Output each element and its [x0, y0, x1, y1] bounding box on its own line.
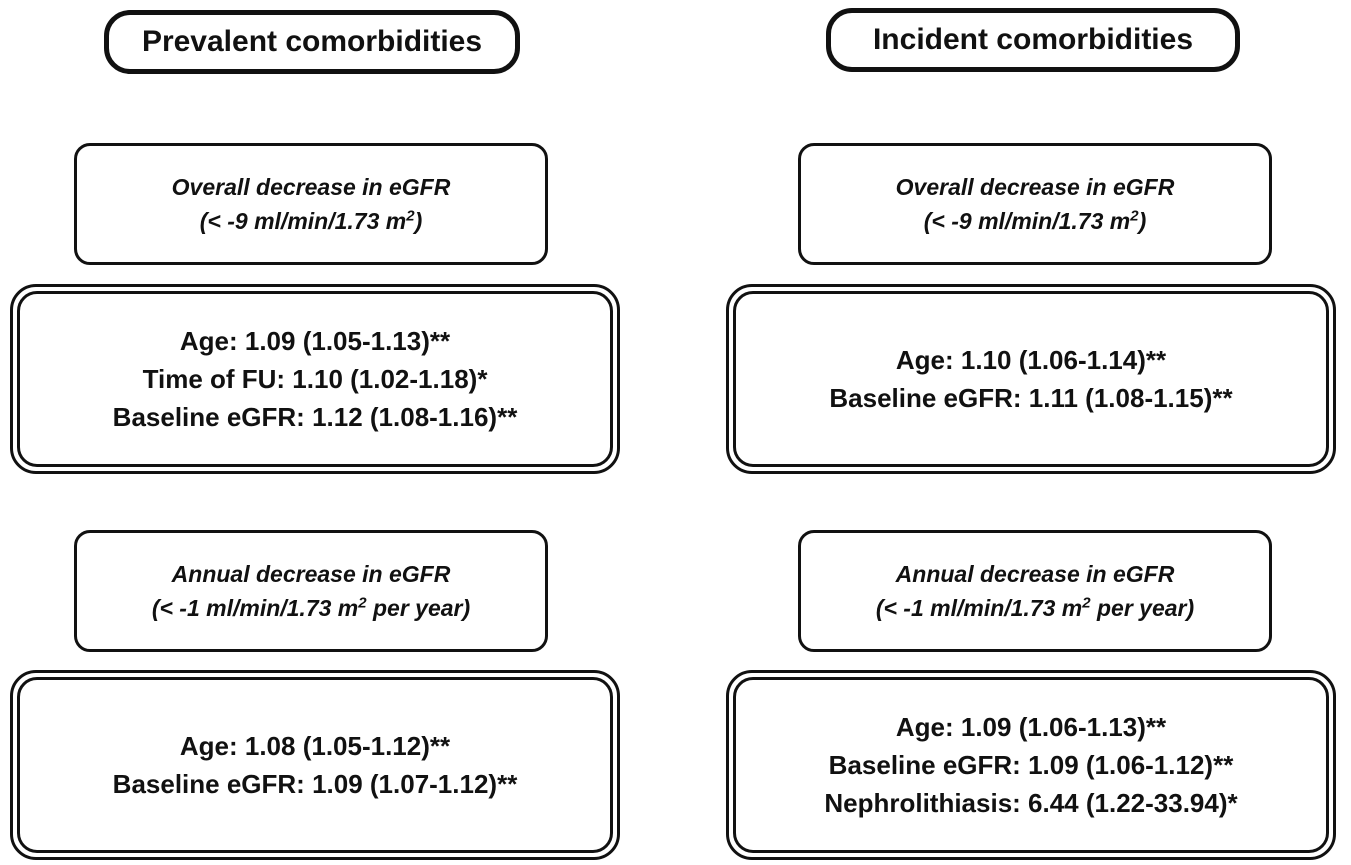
- incident-header-box: Incident comorbidities: [826, 8, 1240, 72]
- threshold-superscript: 2: [406, 207, 415, 225]
- threshold-suffix: per year): [366, 595, 471, 621]
- incident-annual-criterion-box: Annual decrease in eGFR (< -1 ml/min/1.7…: [798, 530, 1272, 652]
- result-line: Baseline eGFR: 1.09 (1.07-1.12)**: [112, 769, 518, 799]
- result-line: Baseline eGFR: 1.12 (1.08-1.16)**: [112, 402, 518, 432]
- incident-annual-criterion-title: Annual decrease in eGFR: [895, 561, 1175, 587]
- threshold-suffix: ): [414, 208, 423, 234]
- incident-overall-results-box: Age: 1.10 (1.06-1.14)** Baseline eGFR: 1…: [726, 284, 1336, 474]
- prevalent-header-box: Prevalent comorbidities: [104, 10, 520, 74]
- result-line: Age: 1.10 (1.06-1.14)**: [895, 345, 1167, 375]
- threshold-suffix: ): [1138, 208, 1147, 234]
- threshold-superscript: 2: [1130, 207, 1139, 225]
- prevalent-annual-criterion-threshold: (< -1 ml/min/1.73 m2 per year): [152, 591, 470, 625]
- incident-overall-criterion-title: Overall decrease in eGFR: [895, 174, 1175, 200]
- prevalent-header-title: Prevalent comorbidities: [141, 25, 483, 58]
- result-line: Age: 1.09 (1.06-1.13)**: [895, 712, 1167, 742]
- result-line: Age: 1.09 (1.05-1.13)**: [179, 326, 451, 356]
- prevalent-overall-criterion-title: Overall decrease in eGFR: [171, 174, 451, 200]
- result-line: Baseline eGFR: 1.09 (1.06-1.12)**: [828, 750, 1234, 780]
- result-line: Nephrolithiasis: 6.44 (1.22-33.94)*: [824, 788, 1238, 818]
- incident-overall-criterion-box: Overall decrease in eGFR (< -9 ml/min/1.…: [798, 143, 1272, 265]
- prevalent-annual-results-box: Age: 1.08 (1.05-1.12)** Baseline eGFR: 1…: [10, 670, 620, 860]
- result-line: Age: 1.08 (1.05-1.12)**: [179, 731, 451, 761]
- prevalent-annual-criterion-title: Annual decrease in eGFR: [171, 561, 451, 587]
- threshold-superscript: 2: [1082, 594, 1091, 612]
- threshold-superscript: 2: [358, 594, 367, 612]
- prevalent-annual-criterion-box: Annual decrease in eGFR (< -1 ml/min/1.7…: [74, 530, 548, 652]
- incident-annual-criterion-threshold: (< -1 ml/min/1.73 m2 per year): [876, 591, 1194, 625]
- threshold-text: (< -9 ml/min/1.73 m: [199, 208, 407, 234]
- result-line: Time of FU: 1.10 (1.02-1.18)*: [142, 364, 488, 394]
- threshold-suffix: per year): [1090, 595, 1195, 621]
- threshold-text: (< -1 ml/min/1.73 m: [875, 595, 1083, 621]
- incident-annual-results-box: Age: 1.09 (1.06-1.13)** Baseline eGFR: 1…: [726, 670, 1336, 860]
- threshold-text: (< -1 ml/min/1.73 m: [151, 595, 359, 621]
- incident-header-title: Incident comorbidities: [872, 23, 1194, 56]
- prevalent-overall-criterion-box: Overall decrease in eGFR (< -9 ml/min/1.…: [74, 143, 548, 265]
- incident-overall-criterion-threshold: (< -9 ml/min/1.73 m2): [924, 204, 1146, 238]
- prevalent-overall-criterion-threshold: (< -9 ml/min/1.73 m2): [200, 204, 422, 238]
- result-line: Baseline eGFR: 1.11 (1.08-1.15)**: [829, 383, 1233, 413]
- prevalent-overall-results-box: Age: 1.09 (1.05-1.13)** Time of FU: 1.10…: [10, 284, 620, 474]
- threshold-text: (< -9 ml/min/1.73 m: [923, 208, 1131, 234]
